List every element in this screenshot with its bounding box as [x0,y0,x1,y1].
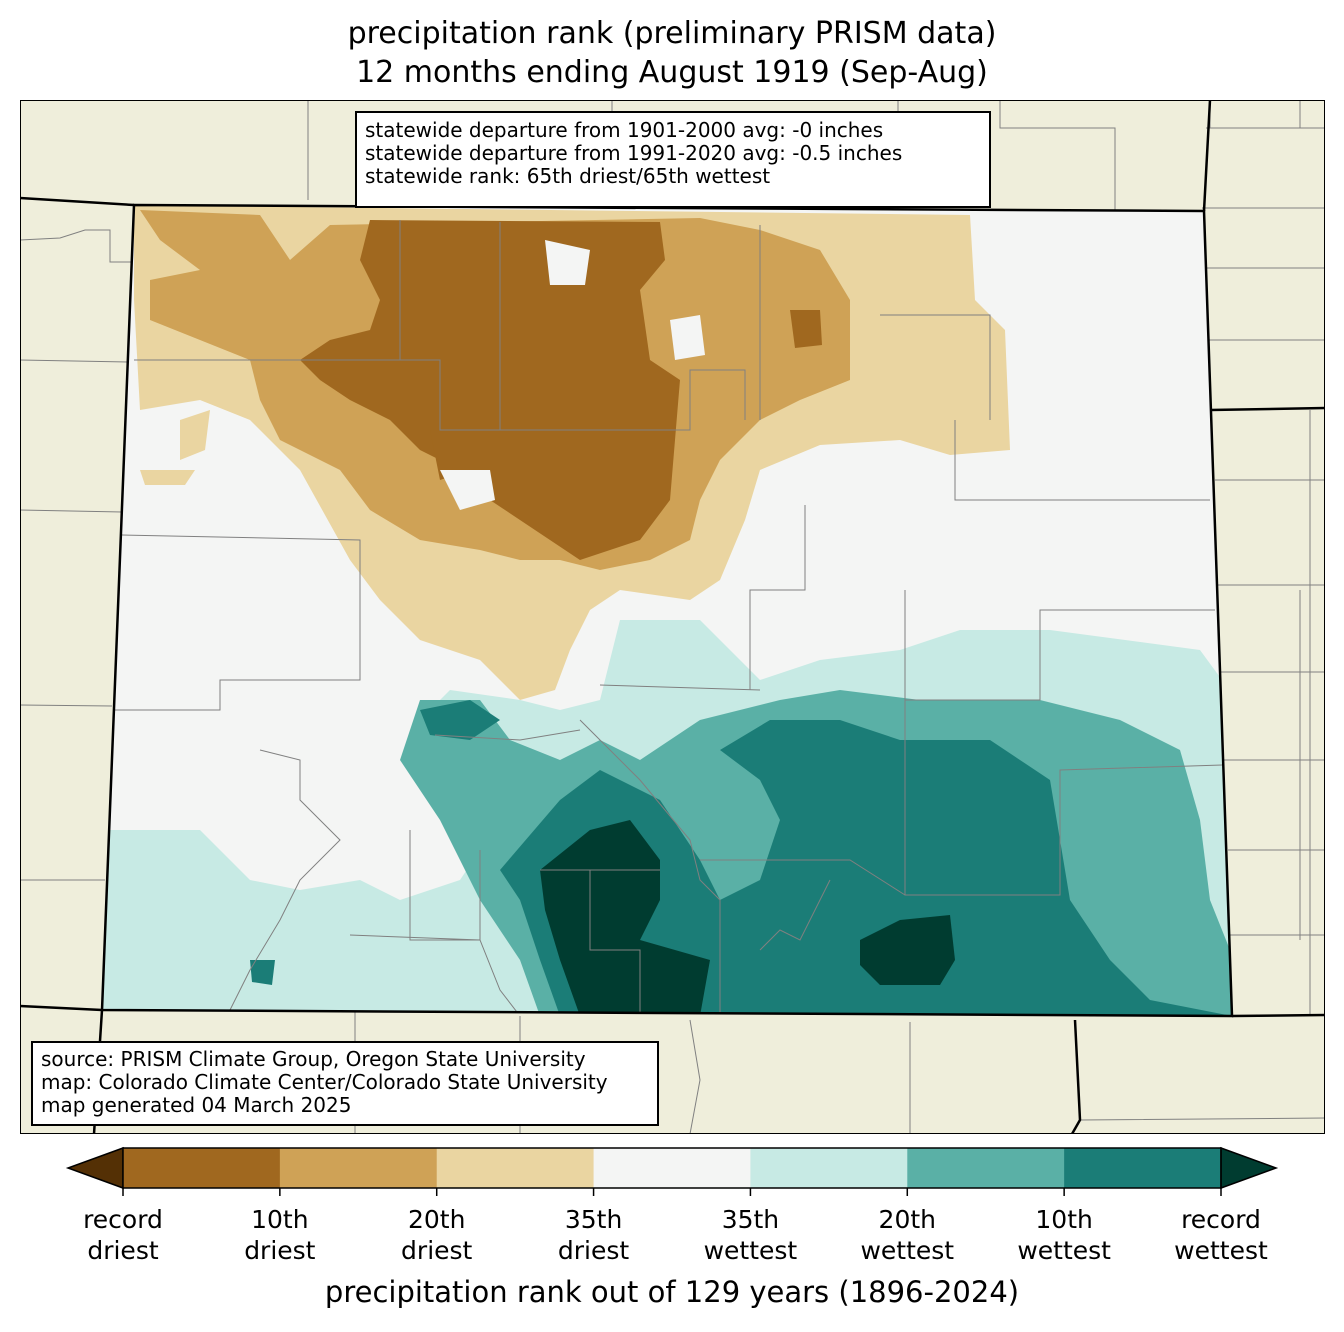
colorbar [65,1146,1279,1196]
colorbar-axis-label: precipitation rank out of 129 years (189… [324,1275,1020,1309]
colorbar-tick-label: 10th driest [244,1205,316,1265]
colorbar-tick-label: record driest [83,1205,163,1265]
stats-line2: statewide departure from 1991-2020 avg: … [365,141,903,165]
colorado-rank-field [102,205,1232,1016]
colorbar-tick-label: 20th wettest [860,1205,955,1265]
source-line3: map generated 04 March 2025 [41,1093,352,1117]
colorbar-arrow-wettest [1220,1146,1279,1190]
colorbar-segment [436,1148,595,1188]
stats-line3: statewide rank: 65th driest/65th wettest [365,164,771,188]
stats-box: statewide departure from 1901-2000 avg: … [355,111,991,208]
colorbar-segment [750,1148,908,1188]
stats-line1: statewide departure from 1901-2000 avg: … [365,118,884,142]
source-box: source: PRISM Climate Group, Oregon Stat… [31,1041,659,1126]
map-title-line2: 12 months ending August 1919 (Sep-Aug) [356,55,988,90]
colorbar-tick-label: 20th driest [401,1205,473,1265]
source-line1: source: PRISM Climate Group, Oregon Stat… [41,1047,586,1071]
colorbar-tick-label: 35th driest [557,1205,630,1265]
colorbar-tick-label: record wettest [1174,1205,1268,1265]
source-line2: map: Colorado Climate Center/Colorado St… [41,1070,608,1094]
colorbar-segment [279,1148,438,1188]
colorbar-arrow-driest [65,1146,124,1190]
colorbar-segment [123,1148,281,1188]
colorbar-tick-label: 10th wettest [1017,1205,1111,1265]
colorbar-segment [907,1148,1065,1188]
colorbar-tick-label: 35th wettest [703,1205,798,1265]
colorbar-segment [1064,1148,1222,1188]
county-lines [105,220,1223,1016]
map-panel [20,100,1325,1134]
map-title-line1: precipitation rank (preliminary PRISM da… [347,16,997,51]
colorbar-segment [593,1148,751,1188]
state-borders [20,100,1325,1134]
